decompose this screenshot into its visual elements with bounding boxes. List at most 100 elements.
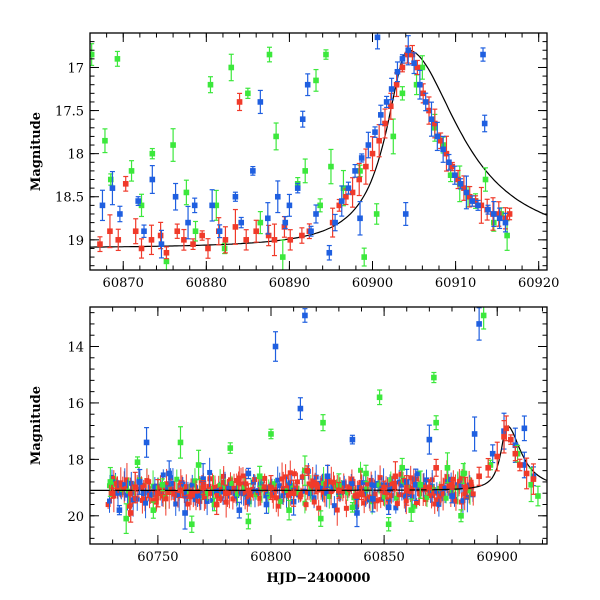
data-point: [357, 168, 363, 174]
data-point: [149, 176, 156, 183]
data-point: [245, 518, 252, 525]
data-point: [300, 474, 306, 480]
data-point: [90, 51, 95, 58]
data-point: [393, 505, 399, 511]
data-point: [288, 490, 294, 496]
data-point: [195, 493, 201, 499]
data-point: [340, 185, 347, 191]
data-point: [376, 482, 382, 488]
data-point: [382, 120, 388, 127]
data-point: [521, 425, 528, 432]
data-point: [221, 473, 227, 479]
data-point: [487, 462, 494, 468]
y-tick-label: 17.5: [55, 105, 84, 120]
model-curve: [90, 425, 547, 491]
data-point: [190, 494, 196, 500]
data-point: [457, 181, 464, 187]
data-point: [232, 224, 239, 230]
data-point: [124, 492, 130, 498]
data-point: [298, 491, 304, 497]
data-point: [354, 510, 360, 516]
data-point: [361, 254, 367, 260]
data-point: [182, 493, 188, 499]
data-point: [172, 193, 179, 200]
data-point: [235, 491, 241, 497]
data-point: [262, 475, 268, 481]
data-point: [232, 193, 239, 200]
data-point: [369, 496, 376, 502]
data-point: [460, 498, 466, 504]
data-point: [261, 484, 267, 490]
data-point: [385, 521, 392, 528]
data-point: [118, 490, 124, 496]
data-point: [150, 498, 156, 504]
data-point: [281, 224, 288, 230]
data-point: [290, 490, 297, 497]
data-point: [376, 137, 382, 144]
plot-frame: [89, 32, 548, 271]
data-point: [160, 472, 166, 478]
data-point: [369, 482, 375, 488]
data-point: [331, 503, 337, 509]
data-point: [458, 483, 464, 489]
data-point: [256, 473, 263, 480]
data-point: [183, 484, 189, 490]
data-point: [481, 120, 488, 127]
data-point: [280, 493, 286, 499]
data-point: [286, 507, 292, 513]
x-axis-label: HJD−2400000: [267, 571, 371, 586]
data-point: [428, 116, 435, 122]
data-point: [250, 479, 256, 485]
data-point: [414, 500, 420, 506]
data-point: [277, 483, 283, 489]
data-point: [250, 168, 256, 174]
data-point: [311, 499, 317, 505]
x-tick-label: 60920: [518, 276, 559, 291]
data-point: [476, 321, 482, 327]
data-point: [242, 490, 248, 496]
data-point: [394, 68, 401, 75]
data-point: [122, 482, 128, 488]
data-point: [374, 498, 380, 504]
data-point: [388, 493, 394, 499]
data-point: [426, 436, 433, 443]
data-point: [413, 81, 420, 88]
data-point: [107, 479, 114, 485]
data-point: [504, 232, 510, 239]
data-point: [128, 168, 135, 174]
data-point: [313, 77, 319, 84]
data-point: [223, 499, 229, 505]
data-point: [317, 480, 323, 486]
data-point: [399, 56, 406, 62]
data-point: [279, 254, 286, 260]
data-point: [184, 501, 190, 507]
data-point: [141, 490, 147, 496]
data-point: [124, 477, 130, 483]
data-point: [189, 482, 195, 488]
data-point: [192, 497, 198, 503]
data-point: [399, 90, 406, 97]
data-point: [146, 479, 152, 485]
data-point: [200, 476, 206, 482]
data-point: [172, 490, 178, 496]
data-point: [328, 163, 334, 170]
data-point: [356, 176, 363, 183]
data-point: [482, 176, 489, 183]
data-point: [176, 492, 182, 498]
data-point: [358, 467, 364, 473]
data-point: [265, 232, 272, 239]
data-point: [154, 495, 160, 501]
y-tick-label: 18: [67, 453, 84, 468]
data-point: [317, 202, 323, 209]
data-point: [313, 211, 319, 217]
data-point: [181, 488, 187, 494]
data-point: [345, 185, 352, 191]
data-point: [409, 485, 415, 491]
data-point: [207, 81, 214, 88]
data-point: [222, 237, 229, 243]
data-point: [469, 484, 475, 490]
data-point: [332, 219, 338, 226]
data-point: [480, 312, 487, 319]
data-point: [404, 484, 410, 490]
data-point: [467, 488, 473, 494]
